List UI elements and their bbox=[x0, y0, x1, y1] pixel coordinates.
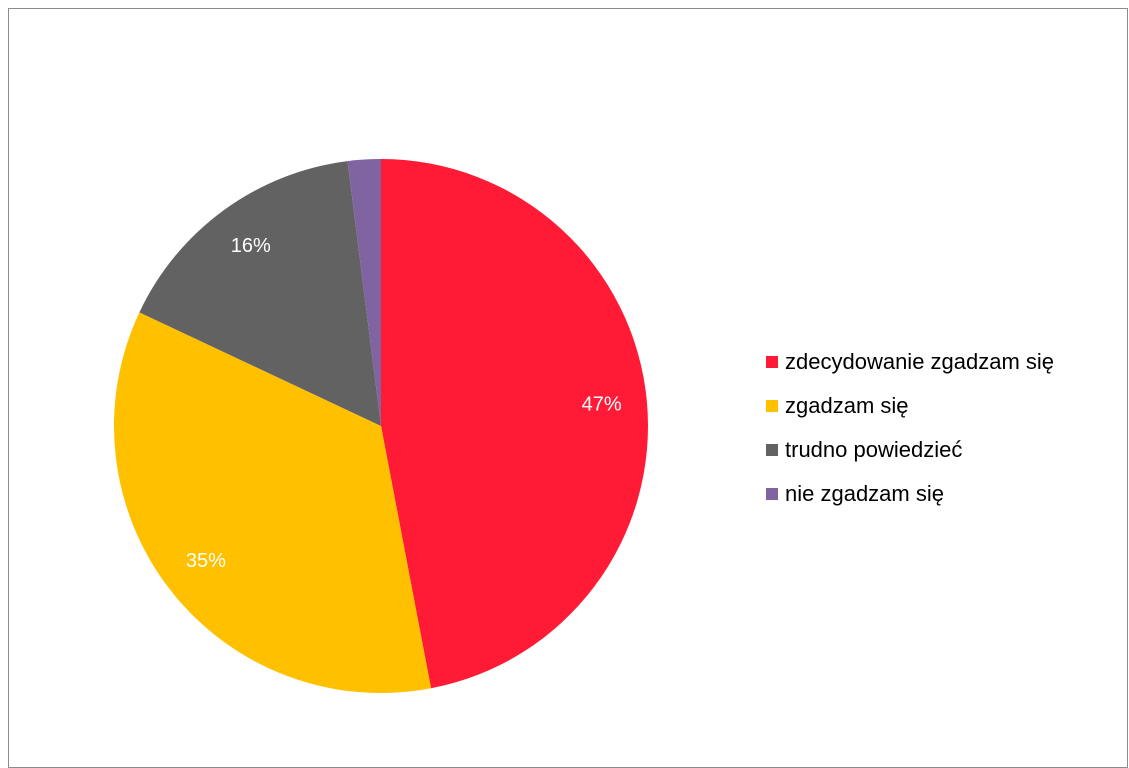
legend-item-1: zdecydowanie zgadzam się bbox=[766, 340, 1054, 384]
legend-label-1: zdecydowanie zgadzam się bbox=[785, 349, 1055, 374]
data-label-2: 35% bbox=[186, 550, 226, 572]
legend-swatch-2 bbox=[766, 400, 778, 412]
data-label-1: 47% bbox=[582, 393, 622, 415]
legend-item-3: trudno powiedzieć bbox=[766, 428, 1054, 472]
pie-slice-2 bbox=[114, 312, 432, 694]
pie-data-labels: 47% 35% 16% bbox=[186, 235, 622, 572]
pie-slice-3 bbox=[139, 161, 381, 426]
legend-item-4: nie zgadzam się bbox=[766, 472, 1054, 516]
legend-label-4: nie zgadzam się bbox=[785, 481, 944, 506]
legend-swatch-1 bbox=[766, 356, 778, 368]
legend: zdecydowanie zgadzam się zgadzam się trudn… bbox=[766, 340, 1054, 516]
pie-slice-1 bbox=[381, 159, 649, 689]
pie-slice-4 bbox=[347, 159, 381, 426]
legend-item-2: zgadzam się bbox=[766, 384, 1054, 428]
legend-label-3: trudno powiedzieć bbox=[785, 437, 963, 462]
legend-swatch-3 bbox=[766, 444, 778, 456]
data-label-3: 16% bbox=[231, 235, 271, 257]
legend-swatch-4 bbox=[766, 488, 778, 500]
legend-label-2: zgadzam się bbox=[785, 393, 909, 418]
pie-slices bbox=[114, 159, 649, 694]
